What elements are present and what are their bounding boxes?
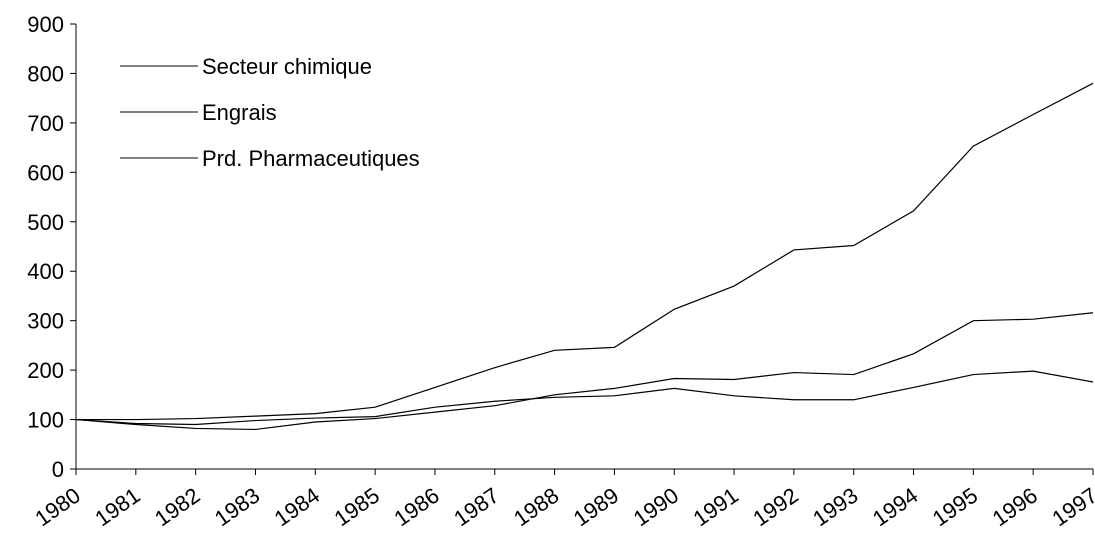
x-tick-label: 1989 [569, 483, 623, 532]
y-tick-label: 0 [52, 457, 64, 482]
line-series [75, 370, 1094, 426]
y-tick-label: 200 [27, 358, 64, 383]
x-tick-label: 1991 [688, 483, 742, 532]
x-tick-label: 1981 [90, 483, 144, 532]
x-tick-label: 1983 [210, 483, 264, 532]
x-tick-label: 1996 [988, 483, 1042, 532]
x-tick-label: 1980 [30, 483, 84, 532]
legend-label: Secteur chimique [202, 54, 372, 79]
x-tick-label: 1986 [389, 483, 443, 532]
y-tick-label: 600 [27, 160, 64, 185]
line-series [76, 82, 1094, 421]
x-tick-label: 1984 [270, 483, 324, 532]
line-series [75, 312, 1094, 431]
x-tick-label: 1985 [330, 483, 384, 532]
y-tick-label: 100 [27, 408, 64, 433]
x-tick-label: 1988 [509, 483, 563, 532]
x-tick-label: 1997 [1047, 483, 1095, 532]
x-tick-label: 1992 [748, 483, 802, 532]
x-tick-label: 1995 [928, 483, 982, 532]
x-tick-label: 1993 [808, 483, 862, 532]
x-tick-label: 1990 [629, 483, 683, 532]
y-tick-label: 500 [27, 210, 64, 235]
y-tick-label: 800 [27, 61, 64, 86]
y-tick-label: 900 [27, 12, 64, 37]
x-tick-label: 1982 [150, 483, 204, 532]
x-tick-label: 1987 [449, 483, 503, 532]
y-tick-label: 400 [27, 259, 64, 284]
x-tick-label: 1994 [868, 483, 922, 532]
legend-label: Engrais [202, 100, 277, 125]
legend-label: Prd. Pharmaceutiques [202, 146, 420, 171]
y-tick-label: 300 [27, 309, 64, 334]
y-tick-label: 700 [27, 111, 64, 136]
